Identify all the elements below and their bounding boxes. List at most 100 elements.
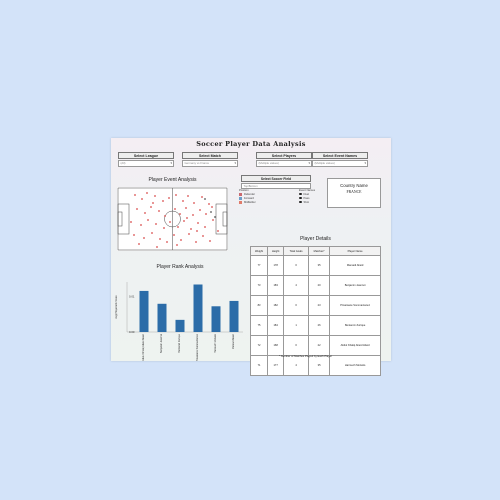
column-header[interactable]: Total Goals xyxy=(283,246,309,256)
legend-item[interactable]: Shot xyxy=(299,200,315,204)
bar[interactable] xyxy=(157,303,167,332)
event-point[interactable] xyxy=(152,202,154,204)
event-point[interactable] xyxy=(146,192,148,194)
event-point[interactable] xyxy=(202,235,204,237)
event-point[interactable] xyxy=(166,241,168,243)
event-point[interactable] xyxy=(199,209,201,211)
table-cell: 0 xyxy=(283,255,309,276)
event-point[interactable] xyxy=(182,200,184,202)
event-point[interactable] xyxy=(185,207,187,209)
soccer-field-filter[interactable]: Select Soccer Field Top/Bottom xyxy=(241,175,311,190)
league-filter[interactable]: Select League (All) ▾ xyxy=(118,152,174,167)
event-point[interactable] xyxy=(201,196,203,198)
event-point[interactable] xyxy=(164,215,166,217)
event-point[interactable] xyxy=(190,228,192,230)
event-point[interactable] xyxy=(136,208,138,210)
match-select[interactable]: Germany vs France ▾ xyxy=(182,159,238,167)
legend-item[interactable]: Forward xyxy=(239,196,256,200)
legend-item[interactable]: Duel xyxy=(299,192,315,196)
bar[interactable] xyxy=(229,300,239,332)
legend-label: Defender xyxy=(244,192,256,196)
event-point[interactable] xyxy=(140,224,142,226)
table-cell: Beniamin Zurique xyxy=(329,315,381,336)
column-header[interactable]: Player Name xyxy=(329,246,381,256)
y-axis-label: Avg(Playerrank Score xyxy=(115,295,118,319)
events-select[interactable]: (Multiple values) ▾ xyxy=(312,159,368,167)
event-point[interactable] xyxy=(155,223,157,225)
event-point[interactable] xyxy=(143,237,145,239)
column-header[interactable]: Height xyxy=(267,246,285,256)
player-details-table: Weight Height Total Goals Matches* Playe… xyxy=(249,246,381,376)
events-filter[interactable]: Select Event Names (Multiple values) ▾ xyxy=(312,152,368,167)
match-filter[interactable]: Select Match Germany vs France ▾ xyxy=(182,152,238,167)
table-row[interactable]: 75 184 1 26 Beniamin Zurique xyxy=(249,315,381,336)
event-point[interactable] xyxy=(134,194,136,196)
bar[interactable] xyxy=(193,284,203,333)
event-point[interactable] xyxy=(141,198,143,200)
event-point[interactable] xyxy=(196,230,198,232)
event-point[interactable] xyxy=(193,202,195,204)
soccer-field-select[interactable]: Top/Bottom xyxy=(241,182,311,190)
event-point[interactable] xyxy=(179,213,181,215)
players-select[interactable]: (Multiple values) ▾ xyxy=(256,159,312,167)
table-header-row: Weight Height Total Goals Matches* Playe… xyxy=(249,246,381,256)
event-point[interactable] xyxy=(217,230,219,232)
players-filter[interactable]: Select Players (Multiple values) ▾ xyxy=(256,152,312,167)
league-select[interactable]: (All) ▾ xyxy=(118,159,174,167)
bar[interactable] xyxy=(211,306,221,332)
table-row[interactable]: 72 168 0 22 Abdul Khaliq Abeid Abeid xyxy=(249,335,381,356)
event-point[interactable] xyxy=(151,232,153,234)
event-point[interactable] xyxy=(174,208,176,210)
event-point[interactable] xyxy=(204,226,206,228)
legend-label: Duel xyxy=(303,192,310,196)
event-point[interactable] xyxy=(211,206,213,208)
event-point[interactable] xyxy=(156,246,158,248)
bar[interactable] xyxy=(175,319,185,332)
bar[interactable] xyxy=(139,290,149,332)
event-point[interactable] xyxy=(130,221,132,223)
legend-item[interactable]: Defender xyxy=(239,192,256,196)
event-point[interactable] xyxy=(173,234,175,236)
table-row[interactable]: 83 182 0 23 Privatoane Sommantanez xyxy=(249,295,381,316)
event-point[interactable] xyxy=(159,238,161,240)
table-row[interactable]: 73 183 4 20 Benjamin Jeannot xyxy=(249,275,381,296)
column-header[interactable]: Matches* xyxy=(307,246,331,256)
event-point[interactable] xyxy=(150,206,152,208)
event-point[interactable] xyxy=(212,219,214,221)
legend-item[interactable]: Pass xyxy=(299,196,315,200)
event-point[interactable] xyxy=(214,216,216,218)
event-point[interactable] xyxy=(209,240,211,242)
legend-item[interactable]: Midfielder xyxy=(239,200,256,204)
event-point[interactable] xyxy=(197,222,199,224)
event-point[interactable] xyxy=(162,200,164,202)
event-point[interactable] xyxy=(158,210,160,212)
event-point[interactable] xyxy=(188,233,190,235)
event-point[interactable] xyxy=(204,198,206,200)
event-point[interactable] xyxy=(177,226,179,228)
table-row[interactable]: 77 178 0 35 Mamadi Abeid xyxy=(249,255,381,276)
event-point[interactable] xyxy=(169,221,171,223)
table-cell: 4 xyxy=(283,275,309,296)
event-point[interactable] xyxy=(144,212,146,214)
column-header[interactable]: Weight xyxy=(249,246,269,256)
event-point[interactable] xyxy=(176,244,178,246)
event-point[interactable] xyxy=(186,217,188,219)
table-row[interactable]: 71 177 4 35 Harrouch Motsolo xyxy=(249,355,381,376)
event-point[interactable] xyxy=(175,194,177,196)
event-point[interactable] xyxy=(183,220,185,222)
event-point[interactable] xyxy=(180,239,182,241)
table-cell: Benjamin Jeannot xyxy=(329,275,381,296)
event-point[interactable] xyxy=(187,195,189,197)
table-cell: 183 xyxy=(267,275,285,296)
event-point[interactable] xyxy=(210,211,212,213)
event-point[interactable] xyxy=(195,241,197,243)
event-point[interactable] xyxy=(133,234,135,236)
event-point[interactable] xyxy=(154,195,156,197)
event-point[interactable] xyxy=(168,197,170,199)
event-point[interactable] xyxy=(192,214,194,216)
event-point[interactable] xyxy=(138,243,140,245)
event-point[interactable] xyxy=(163,227,165,229)
event-point[interactable] xyxy=(147,219,149,221)
event-point[interactable] xyxy=(205,213,207,215)
event-point[interactable] xyxy=(208,203,210,205)
